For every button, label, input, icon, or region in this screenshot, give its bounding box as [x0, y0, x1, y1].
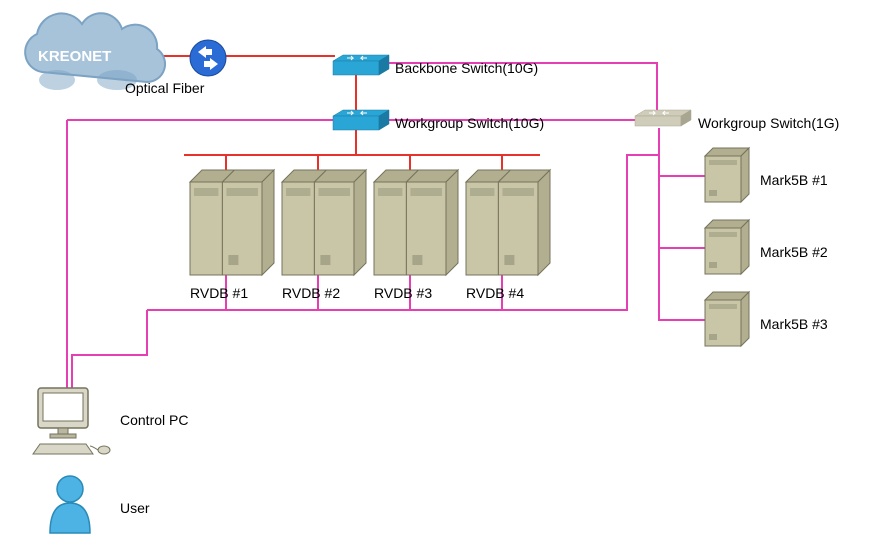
user-icon	[50, 476, 90, 533]
cloud-label: KREONET	[38, 48, 111, 65]
diagram-root: { "canvas":{"w":888,"h":558,"bg":"#fffff…	[0, 0, 888, 558]
mark5b3-label: Mark5B #3	[760, 316, 828, 332]
router-icon	[190, 40, 226, 76]
optical-fiber-label: Optical Fiber	[125, 80, 204, 96]
control-pc-icon	[33, 388, 110, 454]
rvdb1-label: RVDB #1	[190, 285, 248, 301]
rvdb2-icon	[282, 170, 366, 275]
rvdb4-label: RVDB #4	[466, 285, 524, 301]
workgroup-switch-10g-label: Workgroup Switch(10G)	[395, 115, 544, 131]
mark5b2-label: Mark5B #2	[760, 244, 828, 260]
rvdb1-icon	[190, 170, 274, 275]
workgroup-switch-10g-icon	[333, 110, 389, 130]
mark5b3-icon	[705, 292, 749, 346]
workgroup-switch-1g-icon	[635, 110, 691, 126]
backbone-switch-label: Backbone Switch(10G)	[395, 60, 538, 76]
mark5b1-icon	[705, 148, 749, 202]
rvdb2-label: RVDB #2	[282, 285, 340, 301]
rvdb4-icon	[466, 170, 550, 275]
workgroup-switch-1g-label: Workgroup Switch(1G)	[698, 115, 839, 131]
mark5b2-icon	[705, 220, 749, 274]
backbone-switch-icon	[333, 55, 389, 75]
rvdb3-icon	[374, 170, 458, 275]
control-pc-label: Control PC	[120, 412, 188, 428]
rvdb3-label: RVDB #3	[374, 285, 432, 301]
user-label: User	[120, 500, 150, 516]
mark5b1-label: Mark5B #1	[760, 172, 828, 188]
